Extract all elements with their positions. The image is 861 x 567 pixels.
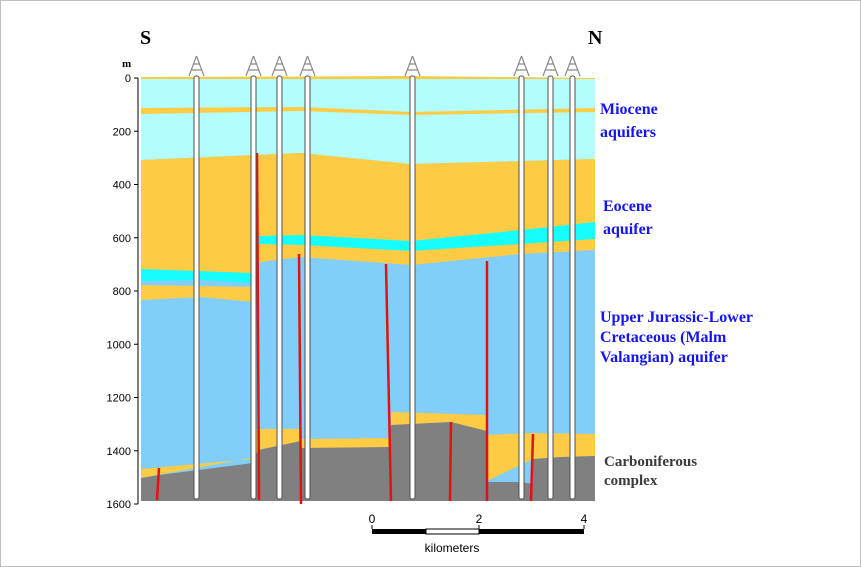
- unit-labels: Miocene aquifers Eocene aquifer Upper Ju…: [600, 101, 757, 489]
- depth-tick-label: 0: [125, 73, 131, 85]
- miocene-aquifers-layer: [141, 78, 595, 164]
- north-label: N: [588, 27, 603, 49]
- wells: [188, 55, 581, 500]
- depth-tick-label: 1600: [107, 499, 131, 511]
- depth-tick-label: 600: [113, 233, 131, 245]
- derrick-icon: [513, 55, 530, 77]
- fault-line: [448, 421, 453, 502]
- well-4: [299, 55, 316, 500]
- well-7: [542, 55, 559, 500]
- derrick-icon: [542, 55, 559, 77]
- scale-tick-label: 2: [476, 512, 483, 526]
- depth-axis: m 0 200 400 600 800 1000 1200 1400 1600: [107, 58, 139, 511]
- fault-line: [529, 433, 535, 502]
- well-8: [564, 55, 581, 500]
- derrick-icon: [245, 55, 262, 77]
- carboniferous-label: Carboniferous complex: [604, 454, 701, 489]
- fault-line: [155, 467, 161, 501]
- layers: [141, 76, 595, 501]
- well-3: [271, 55, 288, 500]
- scale-unit-label: kilometers: [425, 541, 480, 555]
- depth-tick-label: 1400: [107, 446, 131, 458]
- derrick-icon: [299, 55, 316, 77]
- scale-bar: 0 2 4 kilometers: [369, 512, 588, 555]
- depth-tick-label: 1000: [107, 339, 131, 351]
- scale-tick-label: 4: [581, 512, 588, 526]
- eocene-aquifer-central: [258, 222, 595, 251]
- faults: [155, 152, 535, 505]
- surface-strip: [141, 76, 595, 79]
- cretaceous-cover-north: [487, 433, 595, 481]
- miocene-label: Miocene aquifers: [600, 101, 662, 141]
- scale-segment-black: [372, 529, 426, 534]
- well-6: [513, 55, 530, 500]
- depth-tick-label: 1200: [107, 393, 131, 405]
- well-5: [404, 55, 421, 500]
- scale-tick-label: 0: [369, 512, 376, 526]
- scale-segment-white: [425, 528, 480, 535]
- depth-unit-label: m: [122, 58, 131, 70]
- fault-line: [384, 263, 393, 502]
- depth-tick-label: 200: [113, 126, 131, 138]
- derrick-icon: [188, 55, 205, 77]
- depth-ticks: 0 200 400 600 800 1000 1200 1400 1600: [107, 73, 138, 511]
- jurassic-label: Upper Jurassic-Lower Cretaceous (Malm Va…: [600, 309, 757, 366]
- depth-tick-label: 800: [113, 286, 131, 298]
- derrick-icon: [564, 55, 581, 77]
- depth-tick-label: 400: [113, 180, 131, 192]
- well-2: [245, 55, 262, 500]
- well-1: [188, 55, 205, 500]
- south-label: S: [140, 27, 151, 49]
- scale-segment-black: [479, 529, 584, 534]
- eocene-label: Eocene aquifer: [603, 198, 656, 238]
- fault-line: [297, 253, 303, 505]
- derrick-icon: [404, 55, 421, 77]
- fault-line: [255, 152, 261, 501]
- derrick-icon: [271, 55, 288, 77]
